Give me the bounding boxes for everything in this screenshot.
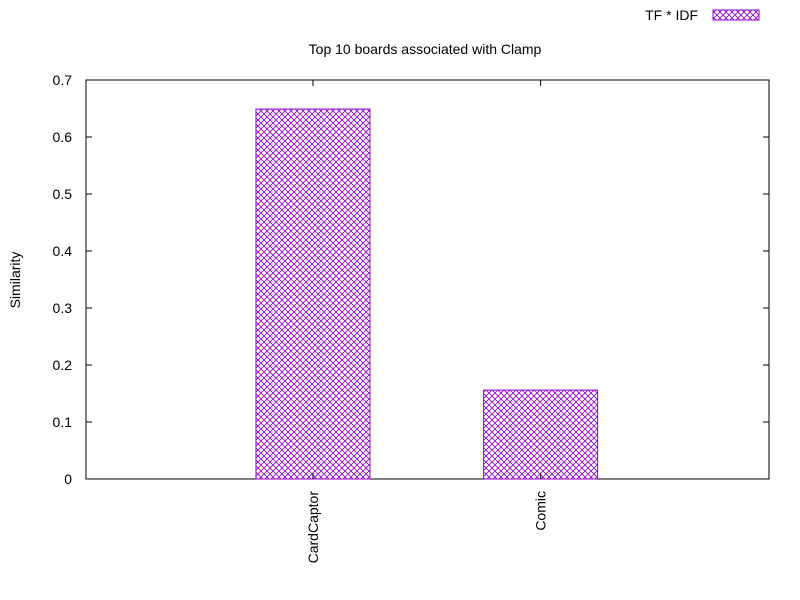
y-tick-label: 0: [64, 471, 72, 487]
x-tick-label: Comic: [533, 491, 549, 531]
y-tick-label: 0.7: [53, 72, 73, 88]
y-tick-label: 0.4: [53, 243, 73, 259]
x-tick-label: CardCaptor: [305, 491, 321, 564]
y-tick-label: 0.5: [53, 186, 73, 202]
y-tick-label: 0.6: [53, 129, 73, 145]
bars: [255, 108, 599, 480]
y-tick-label: 0.3: [53, 300, 73, 316]
legend-swatch: [712, 9, 760, 21]
chart-title: Top 10 boards associated with Clamp: [309, 41, 542, 57]
plot-frame: [85, 79, 770, 480]
bar-cardcaptor: [255, 108, 371, 480]
y-tick-label: 0.1: [53, 414, 73, 430]
y-axis-label: Similarity: [7, 252, 23, 309]
legend: TF * IDF: [645, 7, 760, 23]
y-axis-ticks: 0 0.1 0.2 0.3 0.4 0.5 0.6 0.7: [53, 72, 769, 487]
legend-label: TF * IDF: [645, 7, 698, 23]
y-tick-label: 0.2: [53, 357, 73, 373]
bar-comic: [483, 389, 599, 480]
x-axis-ticks: CardCaptor Comic: [305, 80, 549, 563]
